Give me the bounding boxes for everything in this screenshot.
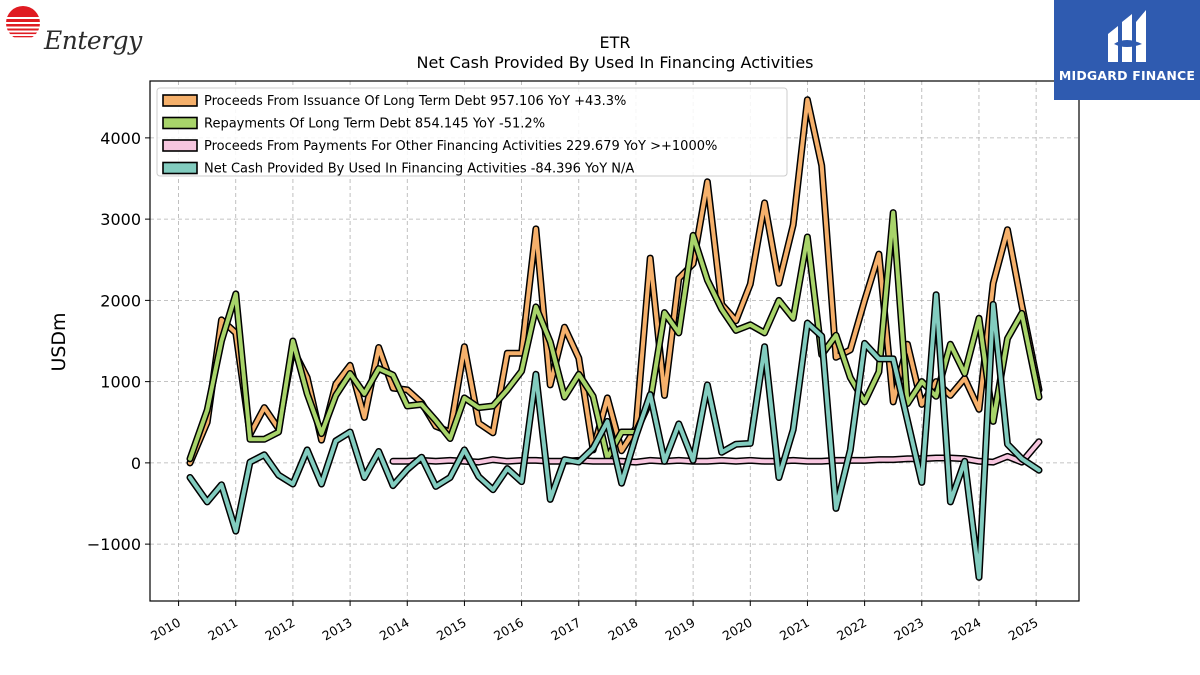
x-tick-label: 2015 (434, 615, 469, 644)
x-tick-label: 2011 (205, 615, 240, 644)
x-tick-label: 2019 (663, 615, 698, 644)
x-tick-label: 2017 (548, 615, 583, 644)
entergy-logo: Entergy (4, 4, 144, 56)
legend-swatch (162, 116, 198, 130)
series-stroke (391, 439, 1041, 465)
series-4-line (186, 291, 1043, 581)
legend-item: Net Cash Provided By Used In Financing A… (162, 161, 634, 177)
y-tick-label: −1000 (87, 535, 141, 554)
x-tick-label: 2018 (605, 615, 640, 644)
legend-label: Proceeds From Issuance Of Long Term Debt… (204, 94, 626, 109)
midgard-wordmark: MIDGARD FINANCE (1058, 68, 1196, 83)
legend-label: Proceeds From Payments For Other Financi… (204, 139, 717, 154)
x-tick-label: 2014 (377, 615, 412, 644)
entergy-sun-icon (6, 6, 40, 38)
series-3-line (389, 438, 1043, 466)
chart-title: ETR (600, 33, 631, 52)
legend-item: Proceeds From Payments For Other Financi… (162, 139, 717, 154)
data-series (186, 96, 1043, 581)
y-tick-label: 3000 (100, 210, 141, 229)
legend-swatch (162, 139, 198, 152)
series-stroke (188, 292, 1041, 580)
y-tick-label: 4000 (100, 129, 141, 148)
legend-label: Repayments Of Long Term Debt 854.145 YoY… (204, 117, 545, 132)
y-tick-label: 1000 (100, 373, 141, 392)
x-tick-label: 2020 (720, 615, 755, 644)
x-tick-label: 2021 (777, 615, 812, 644)
y-axis-label: USDm (48, 312, 70, 371)
chart-subtitle: Net Cash Provided By Used In Financing A… (416, 53, 813, 72)
x-tick-label: 2013 (320, 615, 355, 644)
legend-swatch (162, 161, 198, 175)
y-tick-label: 2000 (100, 291, 141, 310)
plot-frame (149, 80, 1080, 602)
midgard-finance-logo: MIDGARD FINANCE (1054, 0, 1200, 100)
x-tick-label: 2012 (262, 615, 297, 644)
y-tick-label: 0 (131, 454, 141, 473)
legend-label: Net Cash Provided By Used In Financing A… (204, 162, 634, 177)
legend-item: Proceeds From Issuance Of Long Term Debt… (162, 94, 626, 109)
legend-item: Repayments Of Long Term Debt 854.145 YoY… (162, 116, 545, 132)
legend: Proceeds From Issuance Of Long Term Debt… (156, 87, 788, 177)
entergy-wordmark: Entergy (44, 26, 142, 55)
x-tick-label: 2023 (891, 615, 926, 644)
x-tick-label: 2010 (148, 615, 183, 644)
legend-swatch (162, 94, 198, 107)
legend-box (156, 87, 788, 177)
x-tick-label: 2016 (491, 615, 526, 644)
x-tick-label: 2022 (834, 615, 869, 644)
x-tick-label: 2025 (1006, 615, 1041, 644)
x-tick-label: 2024 (948, 615, 983, 644)
midgard-emblem-icon (1108, 10, 1146, 62)
